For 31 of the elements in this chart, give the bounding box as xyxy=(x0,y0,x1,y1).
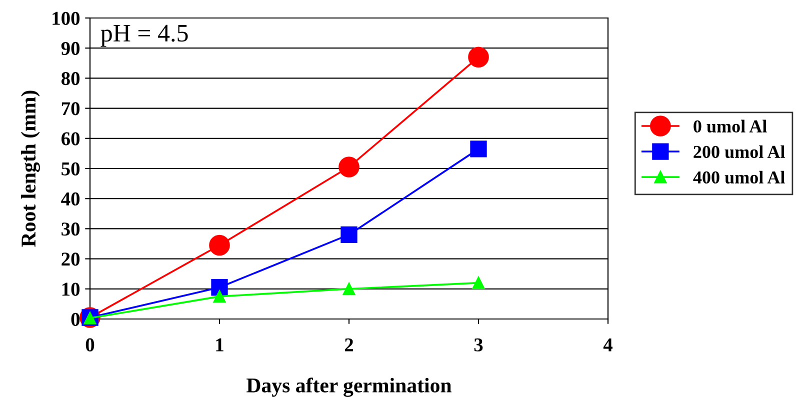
legend-label: 0 umol Al xyxy=(694,120,767,133)
y-tick-label: 90 xyxy=(61,42,80,56)
point xyxy=(338,156,360,178)
legend-label: 400 umol Al xyxy=(693,170,785,184)
y-tick-label: 50 xyxy=(62,162,80,176)
point xyxy=(213,290,226,303)
point xyxy=(470,140,487,158)
y-tick-label: 40 xyxy=(61,192,80,206)
point xyxy=(211,279,228,296)
point xyxy=(468,46,489,68)
x-tick-label: 1 xyxy=(216,338,224,352)
y-axis-title: Root length (mm) xyxy=(20,90,40,247)
y-tick-label: 60 xyxy=(62,132,80,146)
legend-label: 200 umol Al xyxy=(694,145,785,158)
x-tick-label: 3 xyxy=(474,338,483,352)
y-tick-label: 100 xyxy=(52,12,80,25)
annotation: pH = 4.5 xyxy=(100,24,188,47)
y-tick-label: 20 xyxy=(62,252,80,266)
x-axis-title: Days after germination xyxy=(246,378,452,397)
x-tick-label: 4 xyxy=(603,338,612,352)
point xyxy=(209,234,230,256)
y-tick-label: 0 xyxy=(71,312,80,326)
x-tick-label: 0 xyxy=(86,338,94,352)
point xyxy=(472,276,485,290)
y-tick-label: 10 xyxy=(62,282,80,296)
y-tick-label: 80 xyxy=(61,72,80,86)
point xyxy=(340,226,358,244)
point xyxy=(342,282,356,296)
x-tick-label: 2 xyxy=(344,338,354,352)
y-tick-label: 30 xyxy=(62,222,80,236)
y-tick-label: 70 xyxy=(62,102,80,116)
